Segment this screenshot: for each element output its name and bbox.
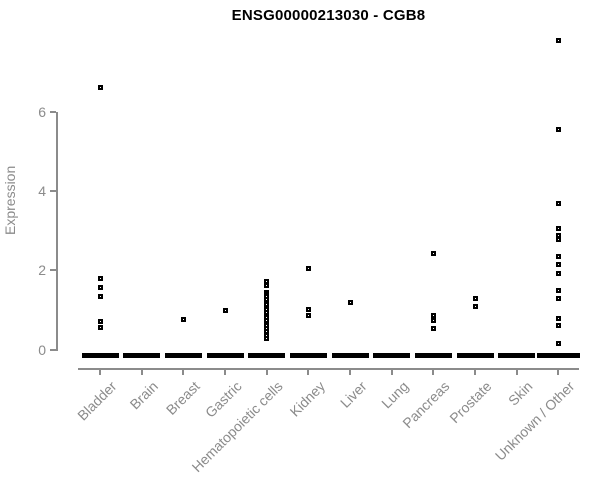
x-category-label: Kidney [286,378,328,420]
y-tick-label: 0 [38,341,46,358]
x-tick-mark [140,370,143,375]
data-point [555,287,561,293]
data-point [555,341,561,347]
zero-points-bar [164,353,202,358]
data-point [180,317,186,323]
data-point [305,306,311,312]
zero-points-bar [81,353,119,358]
y-axis-line [56,112,58,352]
x-category-label: Breast [162,378,203,418]
data-point [264,278,270,284]
zero-points-bar [123,353,161,358]
x-category-label: Prostate [446,378,495,427]
data-point [555,296,561,302]
x-category-label: Liver [336,378,370,411]
zero-points-bar [206,353,244,358]
y-tick-mark [50,190,56,193]
x-tick-mark [224,370,226,375]
x-axis-line [78,368,580,370]
zero-points-bar [536,353,580,358]
data-point [305,266,311,272]
data-point [305,312,311,318]
x-tick-mark [515,370,518,375]
zero-points-bar [331,353,369,358]
y-tick-mark [50,111,56,114]
data-point [430,317,436,323]
data-point [430,312,436,318]
x-category-label: Unknown / Other [492,378,578,464]
zero-points-bar [373,353,411,358]
chart-title: ENSG00000213030 - CGB8 [231,7,426,24]
data-point [472,296,478,302]
x-tick-mark [182,370,185,375]
x-tick-mark [265,370,268,375]
data-point [555,200,561,206]
data-point [555,236,561,242]
data-point [555,37,561,43]
data-point [264,336,270,342]
x-category-label: Lung [377,378,412,412]
zero-points-bar [498,353,536,358]
data-point [555,261,561,267]
y-tick-label: 6 [38,104,46,121]
data-point [97,275,103,281]
data-point [97,325,103,331]
data-point [555,271,561,277]
data-point [555,316,561,322]
y-tick-label: 4 [38,183,46,200]
data-point [472,304,478,310]
data-point [430,250,436,256]
x-tick-mark [432,370,435,375]
y-tick-label: 2 [38,262,46,279]
data-point [264,282,270,288]
x-tick-mark [474,370,477,375]
data-point [222,308,228,314]
data-point [430,326,436,332]
x-category-label: Bladder [73,378,120,424]
data-point [347,300,353,306]
data-point [97,319,103,325]
y-tick-mark [50,269,56,272]
zero-points-bar [289,353,327,358]
data-point [97,293,103,299]
data-point [555,323,561,329]
zero-points-bar [414,353,452,358]
x-category-label: Skin [505,378,537,409]
data-point [555,225,561,231]
data-point [555,254,561,260]
y-tick-mark [50,348,56,351]
data-point [555,127,561,133]
zero-points-bar [456,353,494,358]
x-tick-mark [390,370,393,375]
data-point [97,85,103,91]
x-category-label: Brain [126,378,161,413]
data-point [97,284,103,290]
x-tick-mark [557,370,560,375]
x-tick-mark [349,370,352,375]
x-tick-mark [99,370,101,375]
x-tick-mark [307,370,310,375]
zero-points-bar [248,353,286,358]
